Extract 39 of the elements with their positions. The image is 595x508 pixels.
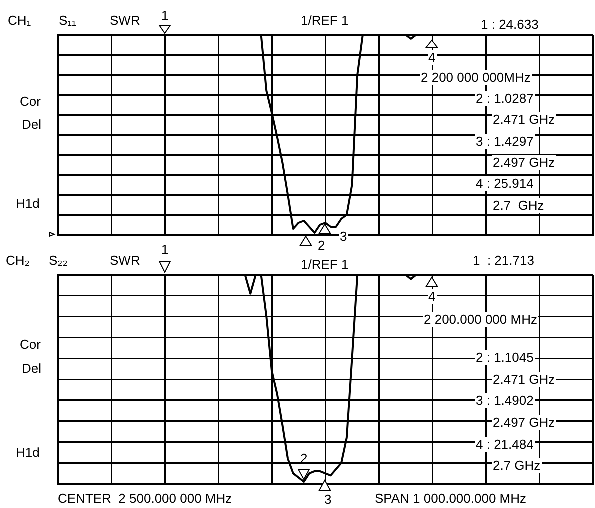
annotation: 2.497 GHz bbox=[492, 415, 556, 430]
annotation: 4 bbox=[428, 50, 437, 65]
annotation: 2 200.000 000 MHz bbox=[423, 312, 538, 327]
text: CH₂ bbox=[6, 253, 30, 268]
text: 1/REF 1 bbox=[301, 257, 349, 272]
text: Del bbox=[22, 117, 42, 132]
text: 2 bbox=[318, 238, 326, 253]
text: S₁₁ bbox=[59, 13, 76, 28]
annotation: 2.7 GHz bbox=[492, 198, 546, 213]
text: CENTER 2 500.000 000 MHz bbox=[58, 491, 232, 506]
text: 1 : 24.633 bbox=[481, 17, 539, 32]
annotation: 2.497 GHz bbox=[492, 155, 556, 170]
text: Cor bbox=[20, 94, 41, 109]
annotation: 2 : 1.0287 bbox=[475, 91, 535, 106]
text: 1 bbox=[162, 8, 169, 23]
text: 3 bbox=[324, 492, 332, 507]
text: SWR bbox=[110, 13, 140, 28]
annotation: 4 : 21.484 bbox=[475, 437, 535, 452]
annotation: 2 : 1.1045 bbox=[475, 350, 535, 365]
text: S₂₂ bbox=[49, 253, 68, 268]
text: SWR bbox=[110, 253, 140, 268]
text: 1 : 21.713 bbox=[473, 253, 534, 268]
text: 1 bbox=[162, 242, 169, 257]
annotation: 4 bbox=[428, 289, 437, 304]
annotation: 2.7 GHz bbox=[492, 458, 542, 473]
text: Cor bbox=[20, 337, 41, 352]
annotation: 3 bbox=[339, 229, 348, 244]
text: CH₁ bbox=[8, 13, 32, 28]
text: SPAN 1 000.000.000 MHz bbox=[375, 491, 527, 506]
text: Del bbox=[22, 361, 42, 376]
text: 1/REF 1 bbox=[301, 13, 349, 28]
annotation: 2 200 000 000MHz bbox=[420, 70, 532, 85]
annotation: 3 : 1.4902 bbox=[475, 393, 535, 408]
text: H1d bbox=[16, 445, 40, 460]
annotation: 3 : 1.4297 bbox=[475, 134, 535, 149]
annotation: 4 : 25.914 bbox=[475, 176, 535, 191]
annotation: 2.471 GHz bbox=[492, 372, 556, 387]
annotation: 2.471 GHz bbox=[492, 112, 556, 127]
text: H1d bbox=[16, 196, 40, 211]
